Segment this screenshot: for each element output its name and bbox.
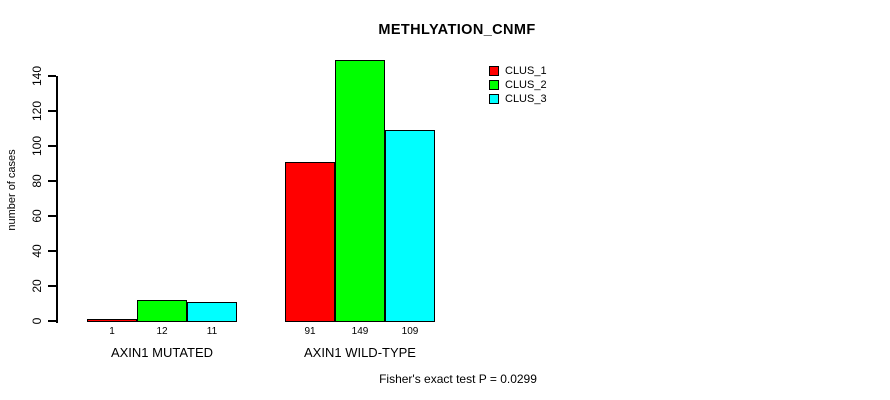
y-axis-tick <box>48 285 56 287</box>
legend-swatch <box>489 80 499 90</box>
y-axis-tick-label: 80 <box>30 174 44 188</box>
legend-label: CLUS_1 <box>505 65 547 77</box>
bar <box>187 302 237 322</box>
y-axis-tick <box>48 180 56 182</box>
y-axis-tick <box>48 110 56 112</box>
category-label: AXIN1 WILD-TYPE <box>304 345 416 360</box>
legend-label: CLUS_3 <box>505 93 547 105</box>
bar <box>385 130 435 322</box>
y-axis-tick-label: 140 <box>30 65 44 87</box>
legend-label: CLUS_2 <box>505 79 547 91</box>
bar-value-label: 91 <box>304 326 316 337</box>
bar <box>87 319 137 322</box>
bar <box>285 162 335 322</box>
bar-value-label: 11 <box>206 326 218 337</box>
bar <box>335 60 385 322</box>
bar-value-label: 1 <box>109 326 115 337</box>
y-axis-tick <box>48 75 56 77</box>
y-axis-tick-label: 120 <box>30 100 44 122</box>
y-axis-tick-label: 100 <box>30 135 44 157</box>
y-axis-tick-label: 40 <box>30 244 44 258</box>
y-axis-tick-label: 60 <box>30 209 44 223</box>
legend-row: CLUS_3 <box>489 92 547 106</box>
chart-title: METHLYATION_CNMF <box>378 22 536 38</box>
y-axis-line <box>56 76 58 323</box>
legend-swatch <box>489 66 499 76</box>
y-axis-tick-label: 20 <box>30 279 44 293</box>
y-axis-tick <box>48 215 56 217</box>
y-axis-tick <box>48 320 56 322</box>
legend-row: CLUS_2 <box>489 78 547 92</box>
y-axis-tick <box>48 250 56 252</box>
y-axis-label: number of cases <box>6 149 18 231</box>
legend-row: CLUS_1 <box>489 64 547 78</box>
category-label: AXIN1 MUTATED <box>110 345 214 360</box>
legend-swatch <box>489 94 499 104</box>
bar-value-label: 149 <box>351 326 369 337</box>
y-axis-tick <box>48 145 56 147</box>
bar <box>137 300 187 322</box>
bar-value-label: 12 <box>156 326 168 337</box>
bar-value-label: 109 <box>401 326 419 337</box>
legend: CLUS_1 CLUS_2 CLUS_3 <box>489 64 547 106</box>
y-axis-tick-label: 0 <box>30 317 44 325</box>
caption: Fisher's exact test P = 0.0299 <box>379 372 537 386</box>
